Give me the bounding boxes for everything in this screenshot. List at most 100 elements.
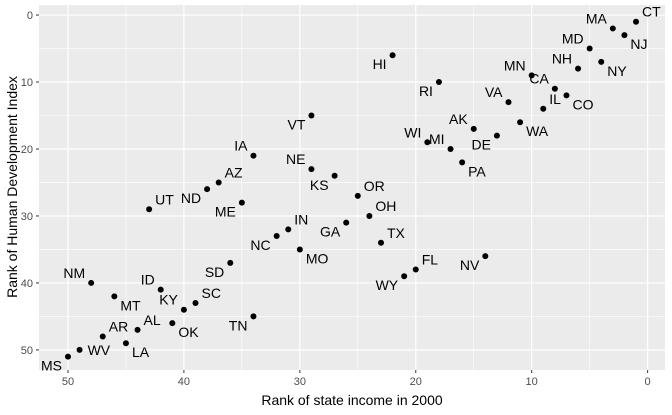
point-il — [540, 105, 547, 112]
point-ok — [169, 320, 176, 327]
y-tick-label: 40 — [21, 278, 33, 290]
label-wy: WY — [376, 277, 399, 293]
label-ut: UT — [155, 191, 174, 207]
point-ar — [99, 333, 106, 340]
point-ct — [633, 18, 640, 25]
point-tn — [250, 313, 257, 320]
point-ne — [308, 166, 315, 173]
label-il: IL — [549, 91, 561, 107]
label-pa: PA — [468, 163, 486, 179]
label-fl: FL — [422, 252, 439, 268]
label-hi: HI — [373, 56, 387, 72]
label-mi: MI — [429, 131, 445, 147]
point-nd — [204, 186, 211, 193]
point-mt — [111, 293, 118, 300]
point-md — [586, 45, 593, 52]
point-mn — [528, 72, 535, 79]
point-vt — [308, 112, 315, 119]
point-oh — [366, 212, 373, 219]
point-nh — [575, 65, 582, 72]
y-tick-label: 30 — [21, 211, 33, 223]
point-sc — [192, 300, 199, 307]
label-oh: OH — [375, 198, 396, 214]
point-ca — [551, 85, 558, 92]
y-tick-label: 20 — [21, 144, 33, 156]
x-tick-label: 20 — [410, 376, 422, 388]
label-ks: KS — [310, 177, 329, 193]
label-nd: ND — [181, 190, 201, 206]
point-ga — [343, 219, 350, 226]
point-nc — [273, 233, 280, 240]
point-la — [122, 340, 129, 347]
point-ut — [146, 206, 153, 213]
label-ia: IA — [234, 138, 248, 154]
label-nm: NM — [63, 265, 85, 281]
point-ky — [180, 306, 187, 313]
label-wv: WV — [88, 342, 111, 358]
label-ky: KY — [159, 292, 178, 308]
x-tick-label: 40 — [178, 376, 190, 388]
y-axis-title: Rank of Human Development Index — [4, 76, 20, 298]
label-nc: NC — [250, 237, 270, 253]
point-ks — [331, 172, 338, 179]
point-or — [354, 192, 361, 199]
label-id: ID — [141, 272, 155, 288]
label-vt: VT — [288, 117, 306, 133]
label-nh: NH — [552, 51, 572, 67]
point-de — [493, 132, 500, 139]
point-wy — [401, 273, 408, 280]
point-ia — [250, 152, 257, 159]
point-in — [285, 226, 292, 233]
point-me — [238, 199, 245, 206]
label-ga: GA — [320, 224, 341, 240]
label-tx: TX — [387, 225, 406, 241]
point-nj — [621, 32, 628, 39]
label-me: ME — [215, 204, 236, 220]
label-ri: RI — [419, 83, 433, 99]
x-tick-label: 0 — [645, 376, 651, 388]
point-tx — [377, 239, 384, 246]
point-al — [134, 326, 141, 333]
point-va — [505, 99, 512, 106]
label-or: OR — [364, 178, 385, 194]
label-sc: SC — [202, 285, 221, 301]
label-al: AL — [144, 312, 161, 328]
y-axis-ticks: 0 10 20 30 40 50 — [21, 10, 39, 357]
point-ny — [598, 58, 605, 65]
y-tick-label: 50 — [21, 345, 33, 357]
label-la: LA — [132, 344, 150, 360]
label-ar: AR — [109, 319, 128, 335]
x-tick-label: 10 — [526, 376, 538, 388]
data-points — [64, 18, 640, 360]
label-co: CO — [572, 96, 593, 112]
point-nm — [88, 279, 95, 286]
point-pa — [459, 159, 466, 166]
point-nv — [482, 253, 489, 260]
point-sd — [227, 259, 234, 266]
label-ak: AK — [449, 111, 468, 127]
label-ms: MS — [41, 358, 62, 374]
x-tick-label: 50 — [62, 376, 74, 388]
point-co — [563, 92, 570, 99]
point-ak — [470, 125, 477, 132]
point-mo — [296, 246, 303, 253]
point-ma — [609, 25, 616, 32]
label-de: DE — [471, 137, 490, 153]
label-ny: NY — [607, 63, 627, 79]
label-ne: NE — [286, 151, 305, 167]
major-gridlines — [39, 5, 665, 370]
label-mo: MO — [306, 250, 329, 266]
y-tick-label: 10 — [21, 77, 33, 89]
point-wv — [76, 346, 83, 353]
point-hi — [389, 52, 396, 59]
label-sd: SD — [205, 264, 224, 280]
x-tick-label: 30 — [294, 376, 306, 388]
label-tn: TN — [229, 317, 248, 333]
y-tick-label: 0 — [27, 10, 33, 22]
label-md: MD — [562, 31, 584, 47]
minor-gridlines — [39, 5, 665, 370]
x-axis-ticks: 50 40 30 20 10 0 — [62, 370, 651, 388]
label-mt: MT — [120, 297, 141, 313]
